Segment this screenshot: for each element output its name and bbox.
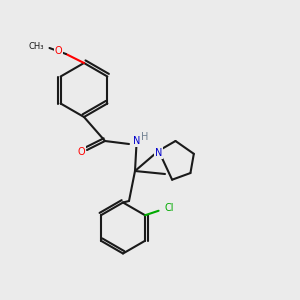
Text: Cl: Cl	[165, 203, 174, 213]
Text: N: N	[133, 136, 140, 146]
Text: O: O	[55, 46, 62, 56]
Text: CH₃: CH₃	[28, 42, 44, 51]
Text: O: O	[78, 147, 86, 158]
Text: N: N	[155, 148, 162, 158]
Text: H: H	[141, 131, 148, 142]
